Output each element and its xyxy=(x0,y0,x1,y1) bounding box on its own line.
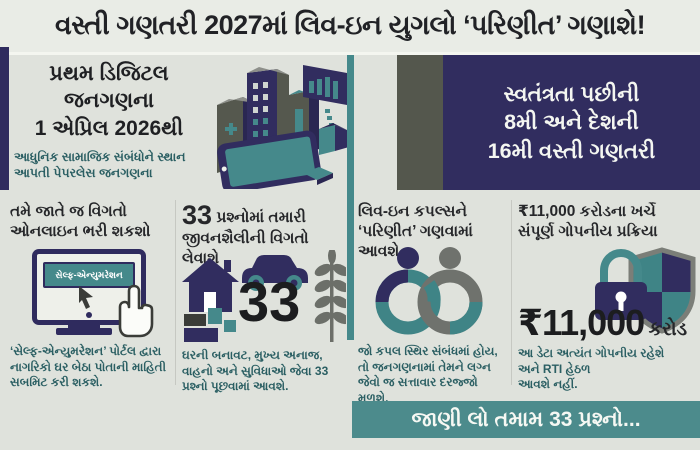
cost-stat: ₹11,000 કરોડ xyxy=(518,302,687,344)
card1-heading: તમે જાતે જ વિગતો ઓનલાઇન ભરી શકશો xyxy=(10,203,151,240)
digital-census-subtext: આધુનિક સામાજિક સંબંધોને સ્થાન આપતી પેપરલ… xyxy=(14,149,186,180)
lock-icon xyxy=(595,248,647,320)
card4-desc: આ ડેટા અત્યંત ગોપનીય રહેશે અને RTI હેઠળ … xyxy=(518,346,665,392)
card2-heading-rest: પ્રશ્નોમાં તમારી જીવનશૈલીની વિગતો લેવાશે xyxy=(182,209,309,267)
monitor-stand xyxy=(68,320,100,328)
card1-desc: ‘સેલ્ફ-એન્યુમરેશન’ પોર્ટલ દ્વારા નાગરિકો… xyxy=(10,344,167,390)
census-count-panel: સ્વતંત્રતા પછીની 8મી અને દેશની 16મી વસ્ત… xyxy=(443,55,700,190)
column-divider xyxy=(175,200,176,385)
olive-accent-block xyxy=(397,55,443,190)
digital-city-illustration xyxy=(217,65,349,189)
card-cost-privacy: ₹11,000 કરોડના ખર્ચે સંપૂર્ણ ગોપનીય પ્રક… xyxy=(518,202,698,394)
bar-chart-icon xyxy=(303,65,347,127)
monitor-power-dot xyxy=(86,312,92,318)
lifestyle-illustration xyxy=(182,250,346,342)
card-livein-couples: લિવ-ઇન કપલ્સને ‘પરિણીત’ ગણવામાં આવશે જો … xyxy=(358,202,508,405)
left-accent-bar xyxy=(0,47,9,190)
tablet-icon xyxy=(217,130,322,189)
cost-unit: કરોડ xyxy=(648,319,688,340)
page-title: વસ્તી ગણતરી 2027માં લિવ-ઇન યુગલો ‘પરિણીત… xyxy=(54,10,646,40)
card-self-enumeration: તમે જાતે જ વિગતો ઓનલાઇન ભરી શકશો સેલ્ફ-એ… xyxy=(10,202,170,394)
card4-heading: ₹11,000 કરોડના ખર્ચે સંપૂર્ણ ગોપનીય પ્રક… xyxy=(518,203,658,240)
car-icon xyxy=(242,255,308,291)
wheat-icon xyxy=(314,250,346,342)
census-count-heading: સ્વતંત્રતા પછીની 8મી અને દેશની 16મી વસ્ત… xyxy=(487,81,656,163)
couple-rings-icon xyxy=(375,247,483,335)
tile-icon xyxy=(303,167,333,185)
column-divider xyxy=(511,200,512,385)
digital-census-heading: પ્રથમ ડિજિટલ જનગણના 1 એપ્રિલ 2026થી xyxy=(34,62,184,140)
card3-heading: લિવ-ઇન કપલ્સને ‘પરિણીત’ ગણવામાં આવશે xyxy=(358,203,473,260)
header: વસ્તી ગણતરી 2027માં લિવ-ઇન યુગલો ‘પરિણીત… xyxy=(0,0,700,52)
card2-desc: ઘરની બનાવટ, મુખ્ય અનાજ, વાહનો અને સુવિધા… xyxy=(182,348,329,394)
blocks-icon xyxy=(184,308,236,342)
teal-divider-stripe xyxy=(347,55,354,340)
bottom-banner: જાણી લો તમામ 33 પ્રશ્નો... xyxy=(352,401,700,438)
card-33-questions: 33 પ્રશ્નોમાં તમારી જીવનશૈલીની વિગતો લેવ… xyxy=(182,202,346,394)
hand-pointer-icon xyxy=(118,284,154,338)
card2-heading: 33 પ્રશ્નોમાં તમારી જીવનશૈલીની વિગતો લેવ… xyxy=(182,202,346,269)
digital-census-panel: પ્રથમ ડિજિટલ જનગણના 1 એપ્રિલ 2026થી આધુન… xyxy=(14,60,204,181)
cube-icon xyxy=(319,123,349,155)
privacy-icons xyxy=(595,247,696,334)
stat-33: 33 xyxy=(238,270,301,333)
header-divider xyxy=(0,52,700,55)
cost-value: ₹11,000 xyxy=(518,302,645,343)
card3-desc: જો કપલ સ્થિર સંબંધમાં હોય, તો જનગણનામાં … xyxy=(358,344,498,405)
cursor-icon xyxy=(79,286,93,309)
shield-icon xyxy=(628,247,696,334)
self-enumeration-button: સેલ્ફ-એન્યુમરેશન xyxy=(43,262,135,288)
card2-heading-number: 33 xyxy=(182,200,213,230)
bottom-banner-label: જાણી લો તમામ 33 પ્રશ્નો... xyxy=(411,407,641,431)
monitor-base xyxy=(56,328,112,335)
house-icon xyxy=(182,258,239,312)
